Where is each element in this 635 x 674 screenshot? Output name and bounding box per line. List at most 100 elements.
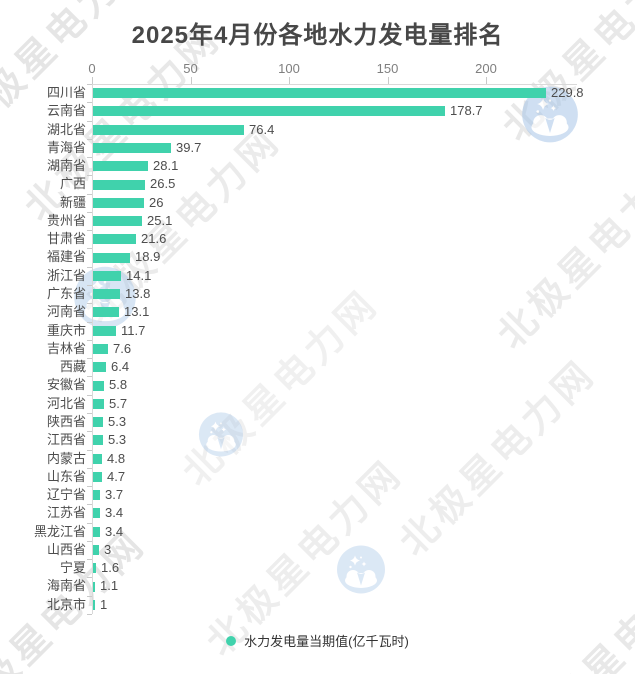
category-label: 广东省 <box>46 286 86 302</box>
bar[interactable] <box>93 307 119 318</box>
value-label: 5.3 <box>108 413 127 429</box>
polestar-cloud-logo-icon <box>336 545 386 600</box>
value-label: 5.8 <box>109 377 128 393</box>
bar[interactable] <box>93 417 103 428</box>
x-axis-tick-mark <box>387 77 389 84</box>
y-axis-tick-mark <box>87 614 92 615</box>
category-label: 云南省 <box>46 103 86 119</box>
value-label: 28.1 <box>153 158 179 174</box>
bar[interactable] <box>93 490 100 501</box>
y-axis-tick-mark <box>87 559 92 561</box>
category-label: 西藏 <box>59 359 86 375</box>
value-label: 39.7 <box>176 139 202 155</box>
bar[interactable] <box>93 124 244 135</box>
y-axis-tick-mark <box>87 394 92 396</box>
x-axis-tick-mark <box>92 77 93 84</box>
category-label: 陕西省 <box>46 413 86 429</box>
value-label: 1.6 <box>101 560 120 576</box>
category-label: 山西省 <box>46 541 86 557</box>
polestar-cloud-logo-icon <box>521 86 579 149</box>
value-label: 13.8 <box>125 286 151 302</box>
bar[interactable] <box>93 471 102 482</box>
y-axis-tick-mark <box>87 449 92 451</box>
bar[interactable] <box>93 599 95 610</box>
value-label: 3.4 <box>105 505 124 521</box>
x-axis-tick-label: 200 <box>475 61 497 76</box>
value-label: 229.8 <box>551 85 584 100</box>
y-axis-tick-mark <box>87 321 92 323</box>
category-label: 新疆 <box>59 194 86 210</box>
category-label: 广西 <box>59 176 86 192</box>
bar[interactable] <box>93 197 144 208</box>
bar[interactable] <box>93 106 445 117</box>
bar[interactable] <box>93 508 100 519</box>
value-label: 13.1 <box>124 304 150 320</box>
bar[interactable] <box>93 398 104 409</box>
x-axis-tick-mark <box>190 77 192 84</box>
x-axis-tick-label: 150 <box>376 61 399 76</box>
value-label: 4.8 <box>107 450 126 466</box>
category-label: 河北省 <box>46 395 86 411</box>
chart-title: 2025年4月份各地水力发电量排名 <box>131 22 504 49</box>
category-label: 安徽省 <box>46 377 86 393</box>
value-label: 6.4 <box>111 359 130 375</box>
value-label: 18.9 <box>135 249 161 265</box>
y-axis-tick-mark <box>87 522 92 524</box>
bar[interactable] <box>93 362 106 373</box>
bar[interactable] <box>93 581 95 592</box>
y-axis-tick-mark <box>87 577 92 579</box>
bar[interactable] <box>93 179 145 190</box>
category-label: 北京市 <box>46 596 86 612</box>
category-label: 浙江省 <box>46 267 86 283</box>
y-axis-tick-mark <box>87 376 92 378</box>
bar[interactable] <box>93 216 142 227</box>
category-label: 江苏省 <box>46 505 86 521</box>
bar[interactable] <box>93 453 102 464</box>
bar[interactable] <box>93 344 108 354</box>
category-label: 黑龙江省 <box>33 523 86 539</box>
y-axis-tick-mark <box>87 504 92 506</box>
value-label: 11.7 <box>121 322 146 338</box>
value-label: 5.7 <box>109 395 128 411</box>
value-label: 4.7 <box>107 468 126 484</box>
value-label: 3 <box>104 541 112 557</box>
y-axis-line <box>92 84 93 614</box>
legend-marker-icon <box>226 635 237 646</box>
category-label: 贵州省 <box>46 212 86 228</box>
x-axis-tick-label: 100 <box>278 61 300 76</box>
bar[interactable] <box>93 270 121 281</box>
y-axis-tick-mark <box>87 138 92 140</box>
bar[interactable] <box>93 142 171 153</box>
legend-item[interactable]: 水力发电量当期值(亿千瓦时) <box>0 631 635 650</box>
bar[interactable] <box>93 88 546 99</box>
y-axis-tick-mark <box>87 175 92 177</box>
value-label: 3.7 <box>105 487 124 503</box>
y-axis-tick-mark <box>87 339 92 341</box>
category-label: 宁夏 <box>59 560 86 576</box>
y-axis-tick-mark <box>87 486 92 488</box>
y-axis-tick-mark <box>87 595 92 597</box>
bar[interactable] <box>93 289 120 300</box>
x-axis-tick-mark <box>486 77 487 84</box>
category-label: 河南省 <box>46 304 86 320</box>
bar[interactable] <box>93 234 136 245</box>
category-label: 青海省 <box>46 139 86 155</box>
bar[interactable] <box>93 161 148 172</box>
bar[interactable] <box>93 563 96 574</box>
y-axis-tick-mark <box>87 248 92 250</box>
bar[interactable] <box>93 545 99 556</box>
y-axis-tick-mark <box>87 193 92 195</box>
y-axis-tick-mark <box>87 266 92 268</box>
bar[interactable] <box>93 526 100 537</box>
bar[interactable] <box>93 435 103 446</box>
category-label: 湖北省 <box>46 121 86 137</box>
value-label: 25.1 <box>147 212 173 228</box>
bar[interactable] <box>93 325 116 336</box>
y-axis-tick-mark <box>87 285 92 287</box>
value-label: 26.5 <box>150 176 176 192</box>
bar[interactable] <box>93 380 104 391</box>
value-label: 178.7 <box>450 103 483 119</box>
x-axis-tick-mark <box>289 77 290 84</box>
bar[interactable] <box>93 252 130 263</box>
